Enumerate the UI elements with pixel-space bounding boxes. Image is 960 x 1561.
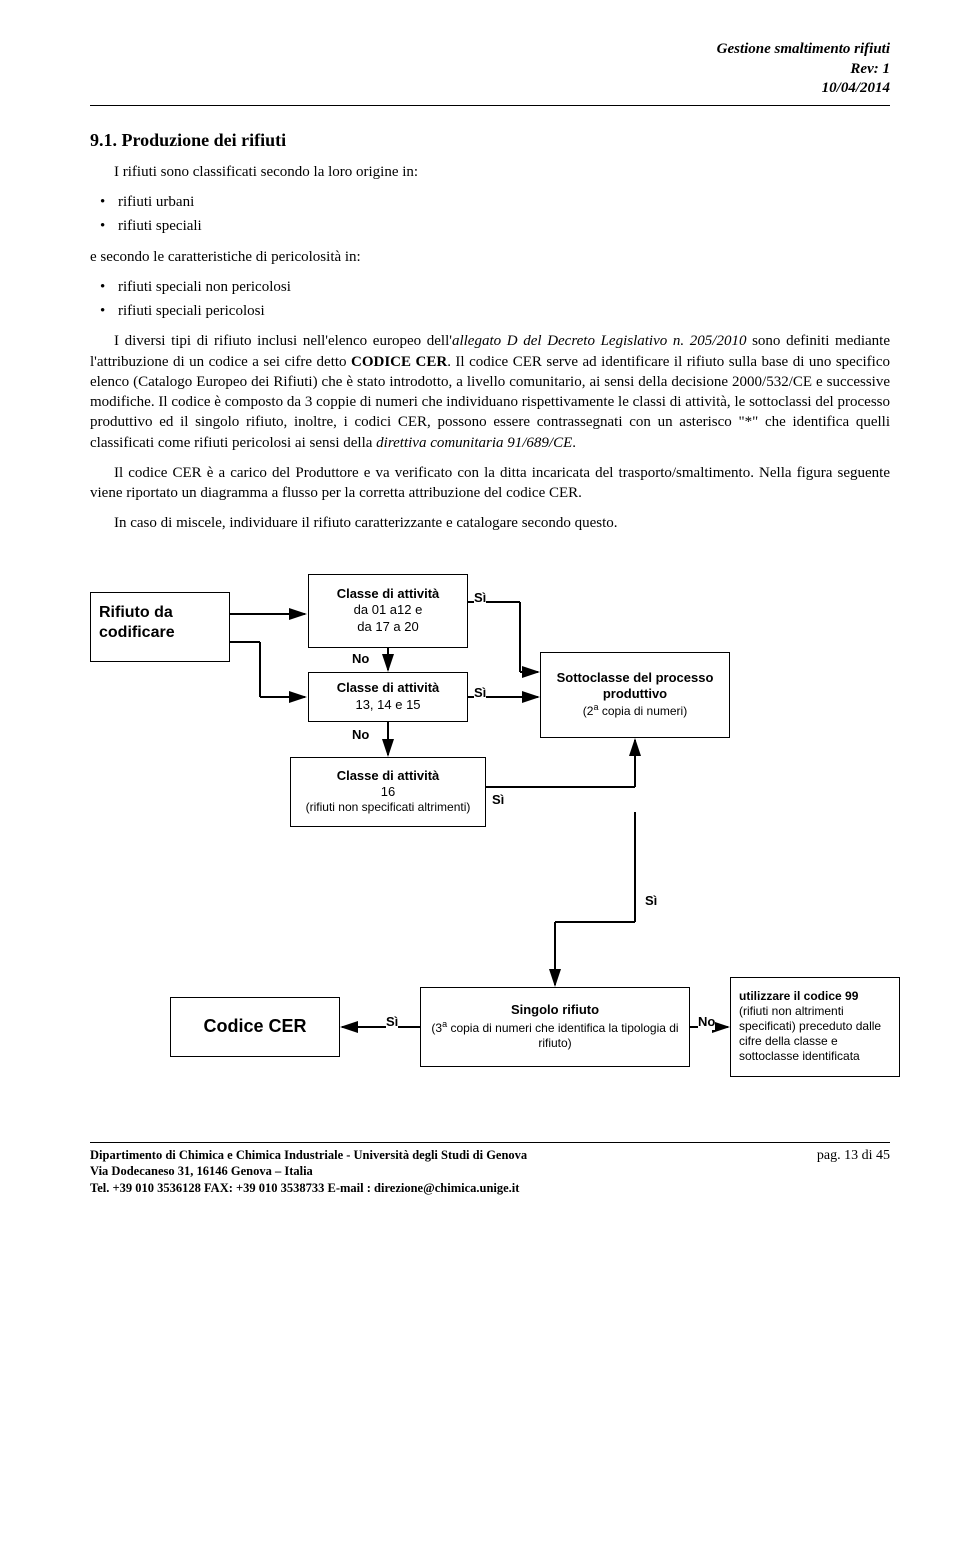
c1-sub2: da 17 a 20 (357, 619, 418, 635)
edge-no-2: No (352, 726, 369, 744)
edge-no-3: No (698, 1013, 715, 1031)
p1-a: I diversi tipi di rifiuto inclusi nell'e… (114, 333, 452, 349)
edge-no-1: No (352, 650, 369, 668)
single-note: (3a copia di numeri che identifica la ti… (429, 1019, 681, 1051)
header-rule (90, 105, 890, 106)
node-subclass: Sottoclasse del processo produttivo (2a … (540, 652, 730, 738)
p1-italic1: allegato D del Decreto Legislativo n. 20… (452, 333, 747, 349)
footer-line3: Tel. +39 010 3536128 FAX: +39 010 353873… (90, 1181, 519, 1195)
doc-title: Gestione smaltimento rifiuti (90, 40, 890, 60)
node-codice-cer: Codice CER (170, 997, 340, 1057)
c3-title: Classe di attività (337, 768, 440, 784)
page-number: pag. 13 di 45 (817, 1148, 890, 1163)
char-intro: e secondo le caratteristiche di pericolo… (90, 247, 890, 267)
flowchart: Rifiuto da codificare Classe di attività… (90, 562, 890, 1122)
c3-sub1: 16 (381, 784, 395, 800)
edge-yes-3: Sì (492, 791, 504, 809)
use99-note: (rifiuti non altrimenti specificati) pre… (739, 1004, 891, 1064)
c2-sub: 13, 14 e 15 (355, 697, 420, 713)
node-class-3: Classe di attività 16 (rifiuti non speci… (290, 757, 486, 827)
intro-line: I rifiuti sono classificati secondo la l… (90, 162, 890, 182)
section-title: 9.1. Produzione dei rifiuti (90, 128, 890, 152)
edge-yes-4: Sì (645, 892, 657, 910)
list-item: rifiuti speciali non pericolosi (118, 277, 890, 297)
doc-date: 10/04/2014 (90, 79, 890, 99)
cer-label: Codice CER (203, 1015, 306, 1038)
list-item: rifiuti speciali (118, 216, 890, 236)
c1-title: Classe di attività (337, 586, 440, 602)
p1-d: . (572, 435, 576, 451)
p1-bold1: CODICE CER (351, 354, 447, 370)
footer-left: Dipartimento di Chimica e Chimica Indust… (90, 1147, 527, 1198)
sub-title: Sottoclasse del processo produttivo (549, 670, 721, 703)
paragraph-2: Il codice CER è a carico del Produttore … (90, 463, 890, 504)
edge-yes-1: Sì (474, 589, 486, 607)
list-item: rifiuti speciali pericolosi (118, 301, 890, 321)
edge-yes-5: Sì (386, 1013, 398, 1031)
paragraph-3: In caso di miscele, individuare il rifiu… (90, 513, 890, 533)
p1-italic2: direttiva comunitaria 91/689/CE (376, 435, 572, 451)
c2-title: Classe di attività (337, 680, 440, 696)
node-singolo-rifiuto: Singolo rifiuto (3a copia di numeri che … (420, 987, 690, 1067)
c3-sub2: (rifiuti non specificati altrimenti) (306, 800, 471, 815)
list-item: rifiuti urbani (118, 192, 890, 212)
footer-rule (90, 1142, 890, 1143)
footer-line2: Via Dodecaneso 31, 16146 Genova – Italia (90, 1164, 313, 1178)
doc-header: Gestione smaltimento rifiuti Rev: 1 10/0… (90, 40, 890, 99)
node-class-2: Classe di attività 13, 14 e 15 (308, 672, 468, 722)
node-start-label: Rifiuto da codificare (99, 603, 221, 643)
origin-list: rifiuti urbani rifiuti speciali (90, 192, 890, 237)
edge-yes-2: Sì (474, 684, 486, 702)
danger-list: rifiuti speciali non pericolosi rifiuti … (90, 277, 890, 322)
footer-line1: Dipartimento di Chimica e Chimica Indust… (90, 1148, 527, 1162)
paragraph-1: I diversi tipi di rifiuto inclusi nell'e… (90, 331, 890, 453)
single-title: Singolo rifiuto (511, 1002, 599, 1018)
node-use-code-99: utilizzare il codice 99 (rifiuti non alt… (730, 977, 900, 1077)
sub-note: (2a copia di numeri) (583, 702, 687, 719)
footer-right: pag. 13 di 45 (817, 1147, 890, 1166)
doc-rev: Rev: 1 (90, 60, 890, 80)
page-footer: Dipartimento di Chimica e Chimica Indust… (90, 1147, 890, 1198)
c1-sub1: da 01 a12 e (354, 602, 423, 618)
node-start: Rifiuto da codificare (90, 592, 230, 662)
node-class-1: Classe di attività da 01 a12 e da 17 a 2… (308, 574, 468, 648)
use99-title: utilizzare il codice 99 (739, 989, 858, 1004)
